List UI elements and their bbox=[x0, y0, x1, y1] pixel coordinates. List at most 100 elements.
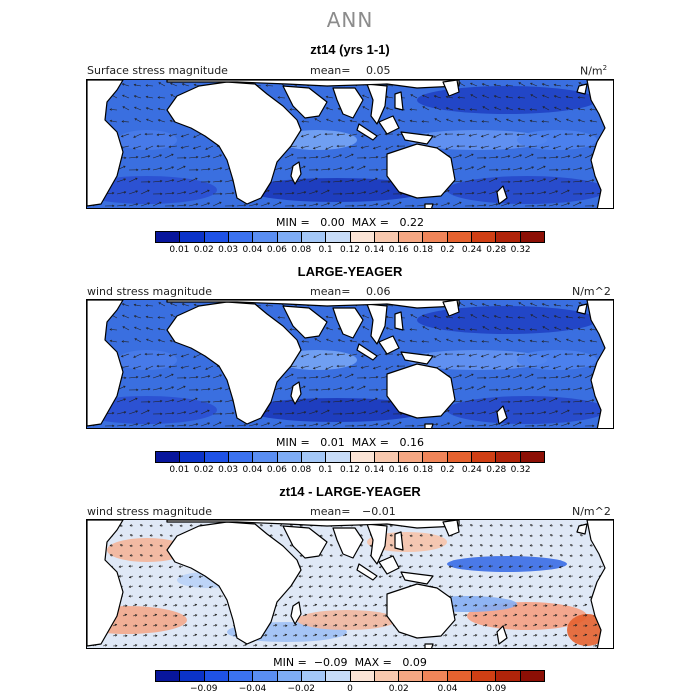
panel-1-title: zt14 (yrs 1-1) bbox=[310, 42, 390, 57]
colorbar-swatch bbox=[447, 452, 473, 462]
colorbar-swatch bbox=[277, 452, 302, 462]
panel-1-mean-label: mean= bbox=[310, 64, 351, 77]
colorbar-tick-label: 0.16 bbox=[388, 245, 409, 255]
panel-2-mean-label: mean= bbox=[310, 285, 351, 298]
panel-2-map bbox=[86, 299, 614, 429]
colorbar-swatch bbox=[156, 232, 181, 242]
panel-3-mean-value: −0.01 bbox=[362, 505, 396, 518]
colorbar-tick-label: 0.03 bbox=[218, 465, 239, 475]
colorbar-tick-label: −0.02 bbox=[287, 684, 316, 694]
colorbar-swatch bbox=[253, 452, 278, 462]
panel-1-map bbox=[86, 79, 614, 209]
colorbar-swatch bbox=[472, 232, 497, 242]
colorbar-tick-label: 0.24 bbox=[461, 465, 482, 475]
colorbar-tick-label: 0.12 bbox=[339, 465, 361, 475]
panel-3-map-svg bbox=[87, 520, 613, 648]
panel-2-stats: MIN = 0.01 MAX = 0.16 bbox=[276, 436, 424, 449]
colorbar-swatch bbox=[326, 452, 351, 462]
colorbar-tick-label: 0.02 bbox=[193, 245, 214, 255]
colorbar-swatch bbox=[520, 452, 544, 462]
colorbar-swatch bbox=[253, 671, 278, 681]
colorbar-swatch bbox=[374, 671, 400, 681]
colorbar-swatch bbox=[204, 232, 229, 242]
colorbar-tick-label: 0.2 bbox=[440, 465, 455, 475]
panel-1-units: N/m2 bbox=[580, 64, 608, 78]
colorbar-tick-label: 0.14 bbox=[364, 465, 385, 475]
panel-2-variable-label: wind stress magnitude bbox=[87, 285, 213, 298]
colorbar-tick-label: 0.32 bbox=[510, 465, 531, 475]
colorbar-swatch bbox=[472, 452, 497, 462]
panel-1-variable-label: Surface stress magnitude bbox=[87, 64, 228, 77]
colorbar-tick-label: 0.02 bbox=[388, 684, 409, 694]
colorbar-swatch bbox=[277, 671, 302, 681]
colorbar-swatch bbox=[301, 232, 327, 242]
colorbar-swatch bbox=[180, 232, 205, 242]
panel-2-title: LARGE-YEAGER bbox=[297, 264, 403, 279]
colorbar-swatch bbox=[326, 671, 351, 681]
colorbar-tick-label: 0.04 bbox=[437, 684, 458, 694]
colorbar-tick-label: 0.24 bbox=[461, 245, 482, 255]
colorbar-swatch bbox=[204, 452, 229, 462]
colorbar-tick-label: −0.09 bbox=[189, 684, 218, 694]
colorbar-tick-label: 0.04 bbox=[242, 465, 263, 475]
panel-3-max-value: 0.09 bbox=[402, 656, 427, 669]
colorbar-tick-label: 0.2 bbox=[440, 245, 455, 255]
colorbar-swatch bbox=[228, 232, 254, 242]
panel-1-stats: MIN = 0.00 MAX = 0.22 bbox=[276, 216, 424, 229]
colorbar-swatch bbox=[253, 232, 278, 242]
colorbar-swatch bbox=[228, 671, 254, 681]
colorbar-swatch bbox=[496, 671, 521, 681]
colorbar-tick-label: 0.08 bbox=[291, 245, 312, 255]
colorbar-tick-label: 0.28 bbox=[486, 465, 507, 475]
colorbar-tick-label: 0.09 bbox=[486, 684, 507, 694]
field-shading bbox=[87, 306, 607, 424]
colorbar-swatch bbox=[374, 452, 400, 462]
colorbar-tick-label: 0.1 bbox=[318, 465, 333, 475]
panel-2-units: N/m^2 bbox=[572, 285, 611, 298]
colorbar-tick-label: 0.14 bbox=[364, 245, 385, 255]
panel-2-max-value: 0.16 bbox=[399, 436, 424, 449]
colorbar-tick-label: 0.18 bbox=[413, 245, 434, 255]
panel-3-map bbox=[86, 519, 614, 649]
colorbar-tick-label: 0.08 bbox=[291, 465, 312, 475]
panel-3-title: zt14 - LARGE-YEAGER bbox=[279, 484, 421, 499]
panel-2-min-value: 0.01 bbox=[320, 436, 345, 449]
panel-1-colorbar-labels: 0.01 0.02 0.03 0.04 0.06 0.08 0.1 0.12 0.14 0.16 0… bbox=[155, 245, 545, 257]
colorbar-swatch bbox=[277, 232, 302, 242]
figure-title: ANN bbox=[326, 8, 374, 32]
colorbar-swatch bbox=[156, 671, 181, 681]
colorbar-swatch bbox=[301, 671, 327, 681]
panel-3-units: N/m^2 bbox=[572, 505, 611, 518]
colorbar-tick-label: 0.03 bbox=[218, 245, 239, 255]
colorbar-swatch bbox=[180, 452, 205, 462]
colorbar-swatch bbox=[496, 452, 521, 462]
colorbar-swatch bbox=[180, 671, 205, 681]
panel-2-map-svg bbox=[87, 300, 613, 428]
colorbar-tick-label: −0.04 bbox=[238, 684, 267, 694]
continents bbox=[87, 80, 613, 208]
colorbar-swatch bbox=[447, 232, 473, 242]
panel-3-mean-label: mean= bbox=[310, 505, 351, 518]
colorbar-swatch bbox=[472, 671, 497, 681]
colorbar-swatch bbox=[156, 452, 181, 462]
panel-1-max-value: 0.22 bbox=[399, 216, 424, 229]
panel-3-stats: MIN = −0.09 MAX = 0.09 bbox=[273, 656, 427, 669]
colorbar-swatch bbox=[350, 671, 375, 681]
panel-3-min-value: −0.09 bbox=[313, 656, 348, 669]
colorbar-swatch bbox=[520, 232, 544, 242]
panel-2-mean-value: 0.06 bbox=[366, 285, 391, 298]
colorbar-tick-label: 0.01 bbox=[169, 245, 190, 255]
panel-3-colorbar-labels: −0.09 −0.04 −0.02 0 0.02 0.04 0.09 bbox=[155, 684, 545, 696]
colorbar-tick-label: 0.16 bbox=[388, 465, 409, 475]
colorbar-swatch bbox=[423, 232, 448, 242]
panel-2-colorbar bbox=[155, 451, 545, 463]
colorbar-swatch bbox=[520, 671, 544, 681]
colorbar-tick-label: 0.12 bbox=[339, 245, 361, 255]
colorbar-swatch bbox=[447, 671, 473, 681]
colorbar-swatch bbox=[423, 452, 448, 462]
panel-3-variable-label: wind stress magnitude bbox=[87, 505, 213, 518]
colorbar-swatch bbox=[399, 671, 424, 681]
panel-1-min-value: 0.00 bbox=[320, 216, 345, 229]
panel-1-mean-value: 0.05 bbox=[366, 64, 391, 77]
panel-2-colorbar-labels: 0.01 0.02 0.03 0.04 0.06 0.08 0.1 0.12 0.14 0.16 0… bbox=[155, 465, 545, 477]
